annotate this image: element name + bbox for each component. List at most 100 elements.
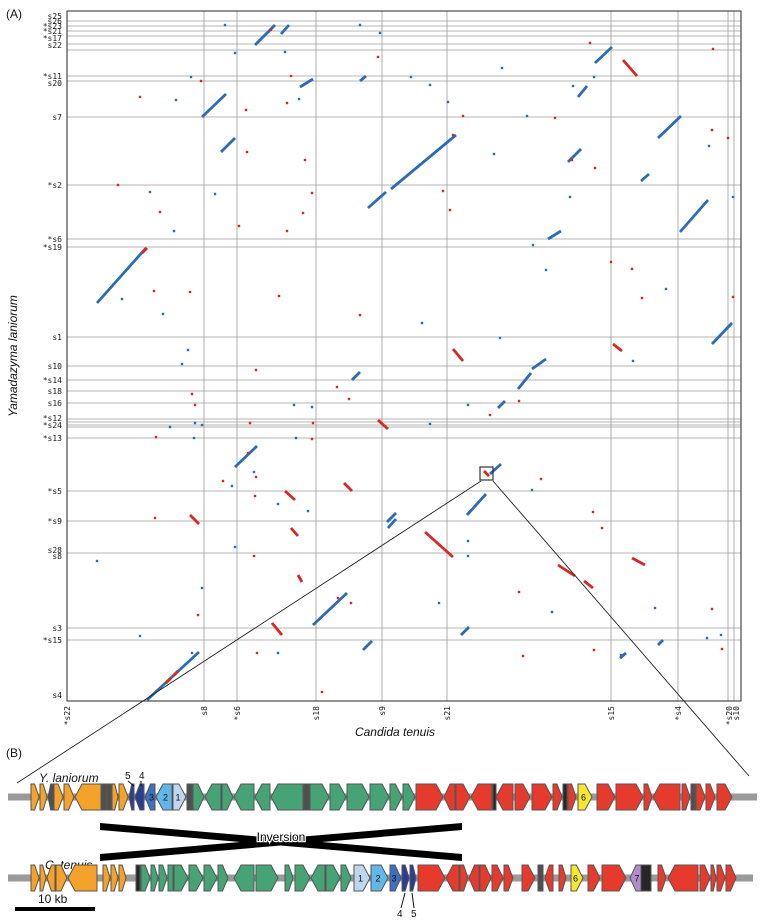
red_matches-dot xyxy=(254,368,258,372)
gene-arrow xyxy=(699,864,711,892)
red_matches-segment xyxy=(612,342,623,353)
gene-arrow xyxy=(705,783,716,811)
red_matches-dot xyxy=(461,114,465,118)
red_matches-dot xyxy=(451,133,455,137)
red_matches-dot xyxy=(190,392,194,396)
blue_matches-dot xyxy=(190,651,194,655)
blue_matches-dot xyxy=(420,321,424,325)
gene-arrow xyxy=(470,783,493,811)
gene-arrow xyxy=(294,864,311,892)
gene-arrow xyxy=(111,783,119,811)
blue_matches-dot xyxy=(276,502,280,506)
blue_matches-dot xyxy=(592,75,596,79)
red_matches-dot xyxy=(553,116,557,120)
blue_matches-dot xyxy=(428,83,432,87)
red_matches-dot xyxy=(448,208,452,212)
gene-arrow xyxy=(503,864,514,892)
gene-arrow xyxy=(570,864,584,892)
red_matches-dot xyxy=(193,403,197,407)
gene-arrow xyxy=(188,864,204,892)
blue_matches-dot xyxy=(378,31,382,35)
gene-arrow xyxy=(558,864,567,892)
gene-number-label: 2 xyxy=(375,874,380,884)
blue_matches-segment xyxy=(460,626,470,636)
gene-arrow xyxy=(681,783,691,811)
gene-arrow xyxy=(629,864,642,892)
blue_matches-dot xyxy=(705,636,709,640)
gene-arrow xyxy=(495,783,514,811)
y-tick-label: *s2 xyxy=(48,181,63,190)
blue_matches-dot xyxy=(95,559,99,563)
zoom-connector-line xyxy=(16,480,482,784)
blue_matches-dot xyxy=(192,436,196,440)
zoom-box[interactable] xyxy=(479,466,494,481)
y-tick-label: *s5 xyxy=(48,487,63,496)
red_matches-dot xyxy=(116,183,120,187)
gene-arrow xyxy=(370,864,389,892)
blue_matches-segment xyxy=(489,462,502,476)
red_matches-dot xyxy=(349,601,353,605)
gene-arrow xyxy=(544,864,554,892)
red_matches-dot xyxy=(539,477,543,481)
blue_matches-dot xyxy=(466,539,470,543)
gene-arrow xyxy=(329,783,347,811)
callout-number: 5 xyxy=(125,771,131,782)
gene-arrow xyxy=(39,864,47,892)
gene-arrow xyxy=(596,783,616,811)
x-tick-label: *s6 xyxy=(233,706,242,721)
red_matches-dot xyxy=(254,475,258,479)
gene-arrow xyxy=(577,783,593,811)
gene-arrow xyxy=(255,864,279,892)
red_matches-dot xyxy=(488,413,492,417)
y-tick-label: s20 xyxy=(48,79,63,88)
red_matches-dot xyxy=(570,158,574,162)
x-tick-label: *s20 xyxy=(725,706,734,725)
y-tick-label: *s14 xyxy=(43,376,62,385)
inversion-ribbon xyxy=(100,823,462,861)
zoom-box-rect[interactable] xyxy=(479,466,494,481)
callout-line xyxy=(411,892,415,909)
blue_matches-dot xyxy=(233,51,237,55)
blue_matches-dot xyxy=(297,97,301,101)
blue_matches-segment xyxy=(312,591,348,627)
blue_matches-dot xyxy=(358,23,362,27)
red_matches-dot xyxy=(593,166,597,170)
y-tick-label: s28 xyxy=(48,546,63,555)
gene-arrow xyxy=(716,864,726,892)
blue_matches-dot xyxy=(213,192,217,196)
gene-arrow xyxy=(144,783,156,811)
blue_matches-dot xyxy=(631,359,635,363)
red_matches-dot xyxy=(246,451,250,455)
red_matches-dot xyxy=(517,399,521,403)
gene-arrow xyxy=(325,864,341,892)
blue_matches-dot xyxy=(120,297,124,301)
red_matches-dot xyxy=(517,590,521,594)
y-axis-title: Yamadazyma laniorum xyxy=(6,295,20,417)
panel-b-label: (B) xyxy=(6,746,22,760)
x-axis-title: Candida tenuis xyxy=(355,725,435,739)
red_matches-dot xyxy=(731,295,735,299)
red_matches-dot xyxy=(711,47,715,51)
blue_matches-segment xyxy=(386,512,397,523)
gene-arrow xyxy=(310,864,326,892)
axis-tick-labels: s25s26*s23*s21*s17s22*s11s20s7*s2*s6*s19… xyxy=(43,12,741,725)
red_matches-dot xyxy=(303,158,307,162)
red_matches-segment xyxy=(583,579,594,590)
blue_matches-dot xyxy=(252,470,256,474)
blue_matches-dot xyxy=(200,423,204,427)
x-tick-label: s15 xyxy=(607,706,616,721)
gene-arrow xyxy=(667,864,699,892)
red_matches-dot xyxy=(600,526,604,530)
blue_matches-dot xyxy=(138,634,142,638)
y-tick-label: *s11 xyxy=(43,72,62,81)
y-tick-label: *s9 xyxy=(48,517,63,526)
blue_matches-segment xyxy=(351,371,361,381)
y-tick-label: s8 xyxy=(52,552,62,561)
blue_matches-segment xyxy=(390,133,457,191)
red_matches-segment xyxy=(631,556,646,567)
gene-arrow xyxy=(46,864,56,892)
red_matches-dot xyxy=(320,690,324,694)
red_matches-segment xyxy=(343,482,353,492)
blue_matches-dot xyxy=(500,66,504,70)
gene-arrow xyxy=(389,783,403,811)
